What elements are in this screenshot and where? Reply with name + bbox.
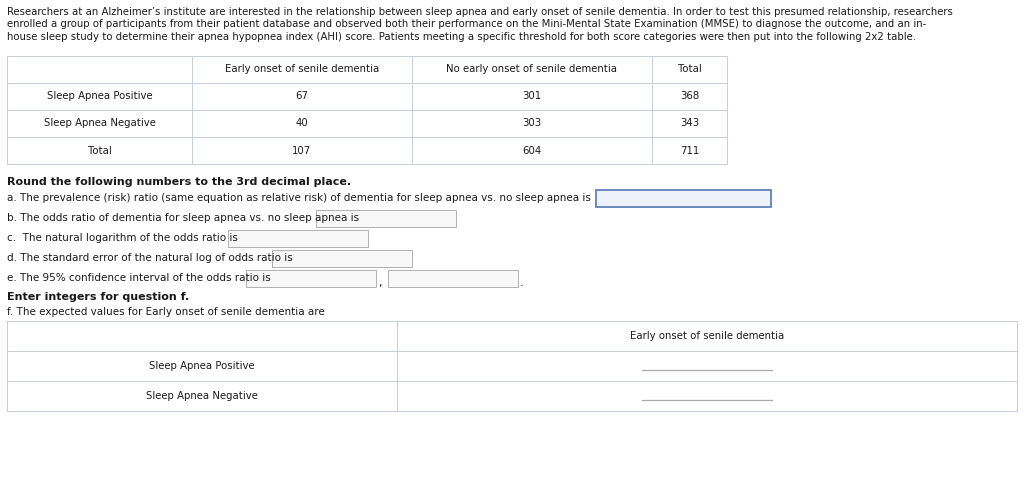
- Text: No early onset of senile dementia: No early onset of senile dementia: [446, 65, 617, 75]
- Bar: [228, 230, 368, 247]
- Text: Total: Total: [678, 65, 701, 75]
- Text: 711: 711: [680, 146, 699, 156]
- Text: Sleep Apnea Positive: Sleep Apnea Positive: [47, 91, 153, 101]
- Text: 301: 301: [522, 91, 542, 101]
- Text: f. The expected values for Early onset of senile dementia are: f. The expected values for Early onset o…: [7, 307, 325, 317]
- Bar: [272, 250, 412, 267]
- Bar: [246, 270, 376, 287]
- Text: .: .: [520, 278, 523, 288]
- Text: Sleep Apnea Positive: Sleep Apnea Positive: [150, 361, 255, 371]
- Bar: [316, 210, 456, 227]
- Text: a. The prevalence (risk) ratio (same equation as relative risk) of dementia for : a. The prevalence (risk) ratio (same equ…: [7, 193, 591, 203]
- Text: Researchers at an Alzheimer’s institute are interested in the relationship betwe: Researchers at an Alzheimer’s institute …: [7, 7, 953, 17]
- Text: Early onset of senile dementia: Early onset of senile dementia: [225, 65, 379, 75]
- Text: 40: 40: [296, 119, 308, 128]
- Text: d. The standard error of the natural log of odds ratio is: d. The standard error of the natural log…: [7, 253, 293, 263]
- Text: 67: 67: [296, 91, 308, 101]
- Text: Round the following numbers to the 3rd decimal place.: Round the following numbers to the 3rd d…: [7, 177, 351, 187]
- Text: Early onset of senile dementia: Early onset of senile dementia: [630, 331, 784, 341]
- Text: Enter integers for question f.: Enter integers for question f.: [7, 292, 189, 302]
- Text: Sleep Apnea Negative: Sleep Apnea Negative: [44, 119, 156, 128]
- Text: b. The odds ratio of dementia for sleep apnea vs. no sleep apnea is: b. The odds ratio of dementia for sleep …: [7, 213, 359, 223]
- Text: c.  The natural logarithm of the odds ratio is: c. The natural logarithm of the odds rat…: [7, 233, 238, 243]
- Text: enrolled a group of participants from their patient database and observed both t: enrolled a group of participants from th…: [7, 19, 927, 30]
- Text: house sleep study to determine their apnea hypopnea index (AHI) score. Patients : house sleep study to determine their apn…: [7, 32, 916, 42]
- Text: 343: 343: [680, 119, 699, 128]
- Text: e. The 95% confidence interval of the odds ratio is: e. The 95% confidence interval of the od…: [7, 273, 270, 283]
- Text: 368: 368: [680, 91, 699, 101]
- Text: ,: ,: [378, 278, 382, 288]
- Text: 303: 303: [522, 119, 542, 128]
- Text: Total: Total: [88, 146, 112, 156]
- Text: 604: 604: [522, 146, 542, 156]
- Bar: [596, 190, 771, 207]
- Bar: [388, 270, 518, 287]
- Text: Sleep Apnea Negative: Sleep Apnea Negative: [146, 391, 258, 401]
- Text: 107: 107: [293, 146, 311, 156]
